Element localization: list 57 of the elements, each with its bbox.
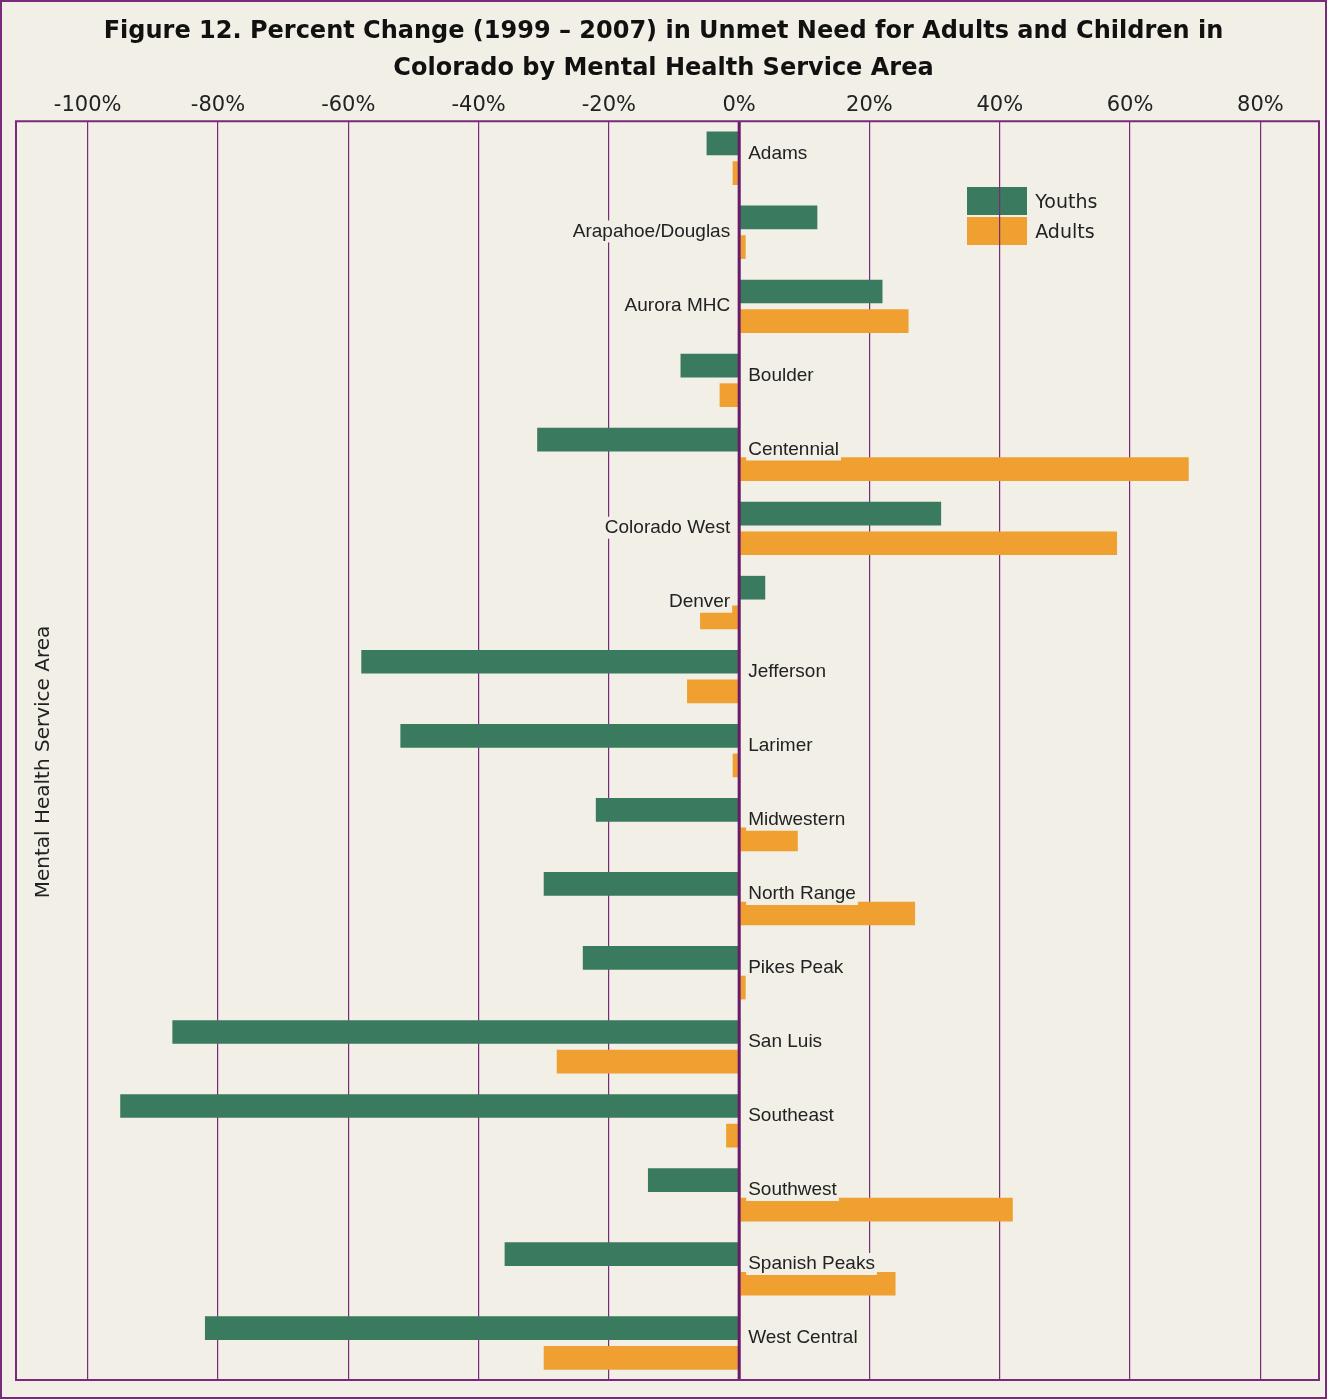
x-tick-label: 80% <box>1237 92 1284 117</box>
bar <box>582 946 739 970</box>
x-tick-label: -100% <box>53 92 122 117</box>
bar <box>687 679 739 704</box>
bar <box>361 649 739 674</box>
bar <box>739 575 766 600</box>
bar <box>739 309 909 333</box>
bar <box>172 1020 739 1044</box>
bar <box>726 1123 739 1148</box>
x-tick-label: 60% <box>1106 92 1154 117</box>
bar <box>680 353 739 378</box>
bar <box>556 1049 739 1074</box>
legend-label: Adults <box>1035 220 1095 243</box>
bar <box>595 797 739 822</box>
y-tick-label: Denver <box>668 589 731 611</box>
bar <box>706 131 739 156</box>
y-tick-label: Centennial <box>748 437 840 459</box>
bar <box>739 279 883 304</box>
y-tick-label: Pikes Peak <box>748 956 844 978</box>
y-tick-label: Southwest <box>748 1178 838 1200</box>
y-tick-label: North Range <box>748 882 856 904</box>
y-tick-label: Arapahoe/Douglas <box>572 219 731 241</box>
x-tick-label: -60% <box>321 92 376 117</box>
x-tick-label: -20% <box>581 92 636 117</box>
y-tick-label: Jefferson <box>748 659 826 681</box>
bar <box>647 1168 739 1192</box>
y-tick-label: Midwestern <box>748 808 846 830</box>
bar <box>400 723 739 748</box>
y-tick-label: Boulder <box>748 363 815 385</box>
bar <box>739 1197 1013 1222</box>
bar <box>504 1242 739 1266</box>
y-tick-label: Adams <box>748 141 808 163</box>
y-axis-title: Mental Health Service Area <box>30 625 54 899</box>
chart-title: Figure 12. Percent Change (1999 – 2007) in Unmet Need for Adults and Children in Colorado by Mental Health Service Area <box>102 15 1225 83</box>
y-tick-label: Aurora MHC <box>624 293 731 315</box>
bar <box>739 205 818 230</box>
x-tick-label: 40% <box>976 92 1024 117</box>
legend-label: Youths <box>1035 190 1098 213</box>
x-tick-label: -80% <box>190 92 246 117</box>
x-tick-label: -40% <box>451 92 506 117</box>
bar <box>543 872 739 896</box>
bar <box>739 457 1189 482</box>
x-tick-label: 20% <box>846 92 893 117</box>
y-tick-label: Colorado West <box>604 515 731 537</box>
bar <box>543 1345 739 1370</box>
y-tick-label: West Central <box>748 1326 858 1348</box>
bar <box>719 383 739 408</box>
x-tick-label: 0% <box>722 92 756 117</box>
y-tick-label: Larimer <box>748 734 814 756</box>
y-tick-label: San Luis <box>748 1030 823 1052</box>
y-tick-label: Spanish Peaks <box>748 1252 875 1274</box>
bar <box>739 501 942 526</box>
bar <box>120 1094 739 1118</box>
y-tick-label: Southeast <box>748 1104 835 1126</box>
bar <box>204 1316 739 1341</box>
bar <box>739 531 1118 556</box>
bar <box>537 427 739 452</box>
